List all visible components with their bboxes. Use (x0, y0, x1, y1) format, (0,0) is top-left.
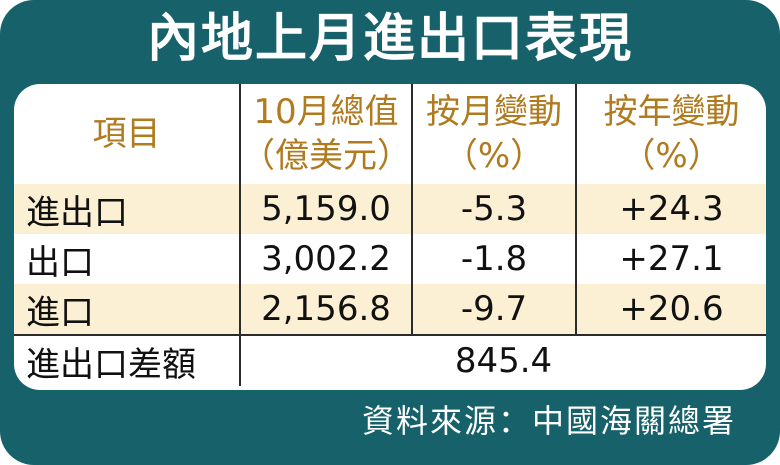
header-value-line1: 10月總值 (253, 92, 399, 132)
row-value: 2,156.8 (239, 284, 412, 335)
source-note: 資料來源：中國海關總署 (361, 402, 736, 440)
header-mom: 按月變動 （%） (411, 84, 576, 184)
row-item: 進口 (14, 284, 240, 335)
header-item: 項目 (14, 84, 240, 184)
header-yoy-line1: 按年變動 (603, 92, 740, 132)
header-value: 10月總值 （億美元） (239, 84, 412, 184)
row-item: 出口 (26, 242, 94, 283)
header-mom-line2: （%） (443, 136, 545, 176)
table-row: 進口 2,156.8 -9.7 +20.6 (14, 284, 766, 335)
row-value: 3,002.2 (239, 234, 412, 284)
header-row: 項目 10月總值 （億美元） 按月變動 （%） 按年變動 （%） (14, 84, 766, 184)
header-value-line2: （億美元） (241, 136, 411, 176)
header-yoy: 按年變動 （%） (575, 84, 766, 184)
balance-value: 845.4 (239, 334, 766, 386)
row-yoy: +24.3 (575, 184, 766, 234)
row-mom: -9.7 (411, 284, 576, 335)
page-title: 內地上月進出口表現 (146, 9, 633, 69)
row-yoy: +20.6 (575, 284, 766, 335)
table-row: 出口 3,002.2 -1.8 +27.1 (14, 234, 766, 284)
trade-table: 項目 10月總值 （億美元） 按月變動 （%） 按年變動 （%） (14, 84, 766, 386)
table-row: 進出口 5,159.0 -5.3 +24.3 (14, 184, 766, 234)
row-mom: -1.8 (411, 234, 576, 284)
data-panel: 項目 10月總值 （億美元） 按月變動 （%） 按年變動 （%） (14, 84, 766, 390)
header-yoy-line2: （%） (621, 136, 722, 176)
row-mom: -5.3 (411, 184, 576, 234)
header-mom-line1: 按月變動 (426, 92, 562, 132)
balance-row: 進出口差額 845.4 (14, 334, 766, 386)
row-yoy: +27.1 (575, 234, 766, 284)
row-value: 5,159.0 (239, 184, 412, 234)
row-item: 進出口 (14, 184, 240, 234)
balance-item: 進出口差額 (14, 334, 240, 386)
header-item-line1: 項目 (92, 114, 161, 154)
